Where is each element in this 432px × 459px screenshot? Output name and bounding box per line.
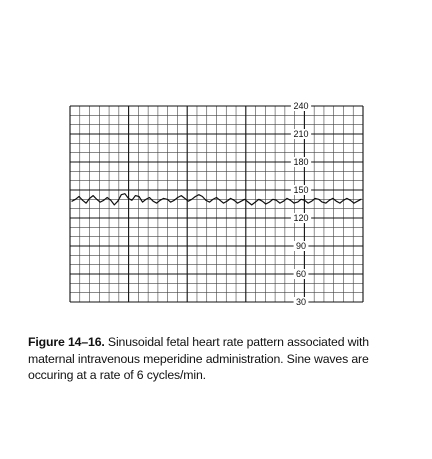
fhr-trace-line [71,193,362,206]
figure-caption: Figure 14–16. Sinusoidal fetal heart rat… [28,334,400,383]
tick-label-backing [290,101,312,111]
tick-label-backing [290,213,312,223]
tick-label-backing [293,269,309,279]
y-axis-ticks: 30 60 90 120 150 180 210 240 [290,101,312,307]
tick-label-backing [290,157,312,167]
tick-label-backing [290,129,312,139]
tick-label-backing [290,185,312,195]
minor-grid [70,106,363,302]
major-grid [69,105,364,303]
figure-caption-text: Sinusoidal fetal heart rate pattern asso… [28,335,369,383]
y-tick-label: 240 [293,101,308,111]
y-tick-label: 180 [293,157,308,167]
y-tick-label: 120 [293,213,308,223]
y-tick-label: 30 [296,297,306,307]
fhr-series [71,193,362,206]
fhr-strip-chart: 30 60 90 120 150 180 210 240 [69,101,364,307]
y-tick-label: 60 [296,269,306,279]
tick-label-backing [293,241,309,251]
figure-label: Figure 14–16. [28,335,105,350]
y-tick-label: 90 [296,241,306,251]
tick-label-backing [293,297,309,307]
y-tick-label: 150 [293,185,308,195]
y-tick-label: 210 [293,129,308,139]
